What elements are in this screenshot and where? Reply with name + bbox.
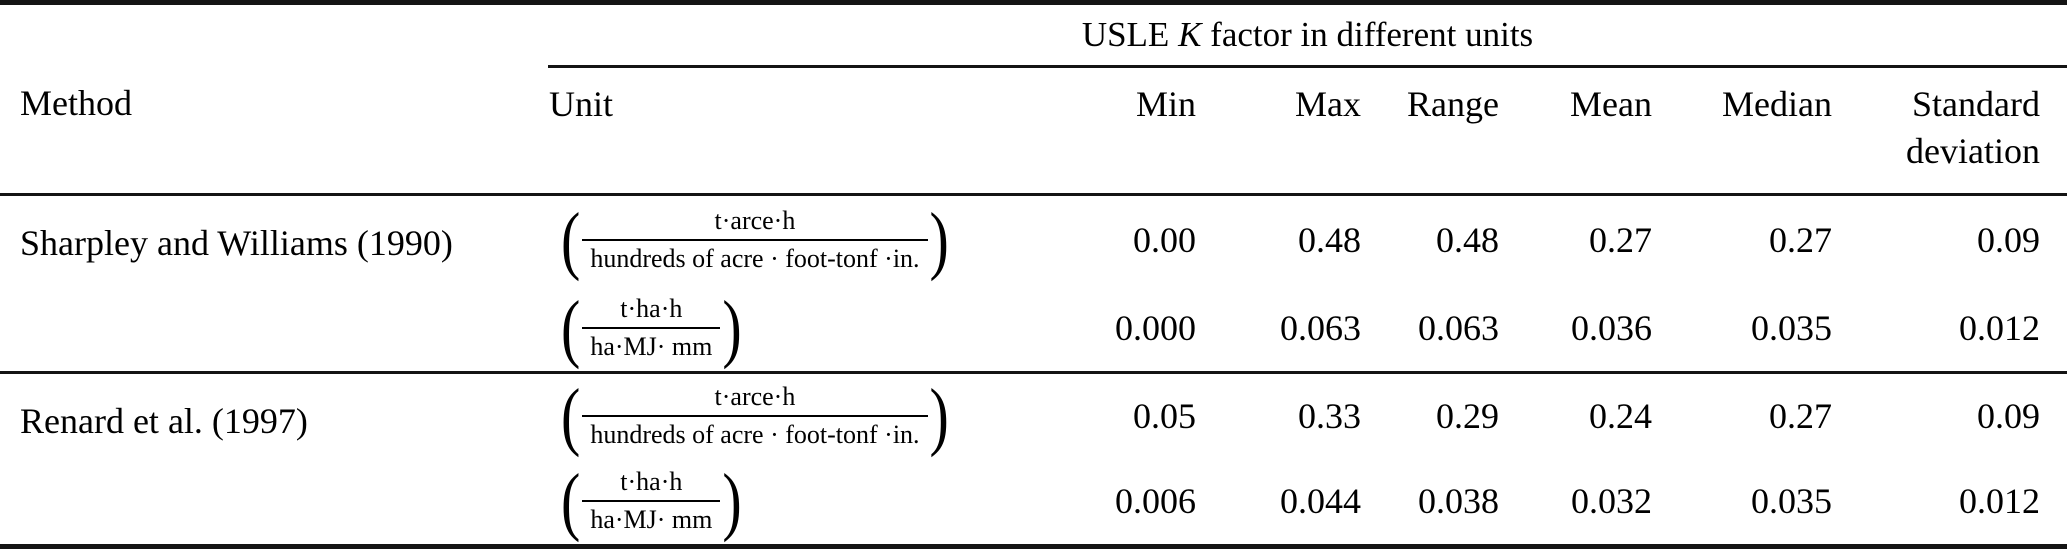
col-header-range: Range — [1362, 66, 1500, 196]
median-value: 0.035 — [1751, 481, 1832, 522]
std-value: 0.012 — [1959, 481, 2040, 522]
range-value: 0.48 — [1436, 220, 1499, 261]
unit-denominator: hundreds of acre · foot-tonf ·in. — [582, 415, 928, 450]
corner-spacer — [0, 3, 548, 67]
right-paren: ) — [929, 196, 949, 283]
unit-numerator: t·ha·h — [620, 293, 683, 323]
unit-expression: ( t·arce·h hundreds of acre · foot-tonf … — [561, 201, 949, 278]
col-header-standard-deviation: Standard deviation — [1833, 66, 2067, 196]
unit-numerator: t·ha·h — [620, 467, 683, 497]
table-row: Renard et al. (1997) ( t·arce·h hundreds… — [0, 373, 2067, 459]
std-value: 0.012 — [1833, 284, 2067, 374]
unit-expression: ( t·ha·h ha·MJ· mm ) — [561, 289, 742, 366]
unit-cell-si: ( t·ha·h ha·MJ· mm ) — [548, 459, 1040, 547]
table-row: Sharpley and Williams (1990) ( t·arce·h … — [0, 194, 2067, 374]
std-value: 0.09 — [1977, 396, 2040, 437]
unit-fraction: t·ha·h ha·MJ· mm — [582, 467, 721, 535]
median-value: 0.27 — [1769, 396, 1832, 437]
median-value: 0.035 — [1653, 284, 1833, 374]
table-row: ( t·ha·h ha·MJ· mm ) 0.000 0.063 0.063 0… — [0, 284, 2067, 374]
max-value: 0.33 — [1298, 396, 1361, 437]
col-header-unit: Unit — [548, 66, 1040, 196]
mean-value: 0.036 — [1500, 284, 1653, 374]
range-value: 0.063 — [1362, 284, 1500, 374]
unit-fraction: t·ha·h ha·MJ· mm — [582, 293, 721, 362]
k-symbol: K — [1178, 15, 1202, 54]
median-value: 0.27 — [1769, 220, 1832, 261]
unit-fraction: t·arce·h hundreds of acre · foot-tonf ·i… — [582, 206, 928, 274]
min-value: 0.00 — [1133, 220, 1196, 261]
table-row: ( t·ha·h ha·MJ· mm ) 0.006 0.044 0.038 0… — [0, 459, 2067, 547]
unit-cell-imperial: ( t·arce·h hundreds of acre · foot-tonf … — [548, 373, 1040, 459]
col-header-median: Median — [1653, 66, 1833, 196]
range-value: 0.29 — [1436, 396, 1499, 437]
unit-denominator: ha·MJ· mm — [582, 500, 721, 535]
col-header-mean: Mean — [1500, 66, 1653, 196]
group-header-row: USLE K factor in different units — [0, 2, 2067, 68]
unit-cell-si: ( t·ha·h ha·MJ· mm ) — [548, 284, 1040, 374]
min-value: 0.05 — [1133, 396, 1196, 437]
unit-denominator: ha·MJ· mm — [582, 326, 721, 362]
column-header-row: Method Unit Min Max Range Mean Median St… — [0, 66, 2067, 196]
left-paren: ( — [561, 196, 581, 283]
range-value: 0.038 — [1418, 481, 1499, 522]
group-title-pre: USLE — [1081, 15, 1170, 54]
right-paren: ) — [722, 284, 742, 370]
right-paren: ) — [722, 457, 742, 544]
max-value: 0.48 — [1298, 220, 1361, 261]
left-paren: ( — [561, 457, 581, 544]
mean-value: 0.27 — [1589, 220, 1652, 261]
min-value: 0.000 — [1040, 284, 1197, 374]
left-paren: ( — [561, 284, 581, 370]
std-value: 0.09 — [1977, 220, 2040, 261]
method-renard: Renard et al. (1997) — [20, 401, 308, 441]
right-paren: ) — [929, 372, 949, 459]
max-value: 0.044 — [1280, 481, 1361, 522]
unit-expression: ( t·arce·h hundreds of acre · foot-tonf … — [561, 377, 949, 454]
col-header-max: Max — [1197, 66, 1362, 196]
method-sharpley-williams: Sharpley and Williams (1990) — [0, 194, 548, 374]
unit-cell-imperial: ( t·arce·h hundreds of acre · foot-tonf … — [548, 195, 1040, 285]
unit-numerator: t·arce·h — [714, 206, 796, 236]
std-header-line2: deviation — [1906, 131, 2040, 171]
unit-denominator: hundreds of acre · foot-tonf ·in. — [582, 239, 928, 274]
std-header-line1: Standard — [1912, 84, 2040, 124]
max-value: 0.063 — [1197, 284, 1362, 374]
group-title-post: factor in different units — [1210, 15, 1534, 54]
left-paren: ( — [561, 372, 581, 459]
col-header-min: Min — [1040, 66, 1197, 196]
mean-value: 0.24 — [1589, 396, 1652, 437]
col-header-method: Method — [0, 66, 548, 196]
unit-expression: ( t·ha·h ha·MJ· mm ) — [561, 462, 742, 539]
unit-numerator: t·arce·h — [714, 382, 796, 412]
mean-value: 0.032 — [1571, 481, 1652, 522]
group-title: USLE K factor in different units — [548, 2, 2067, 68]
unit-fraction: t·arce·h hundreds of acre · foot-tonf ·i… — [582, 382, 928, 450]
min-value: 0.006 — [1115, 481, 1196, 522]
